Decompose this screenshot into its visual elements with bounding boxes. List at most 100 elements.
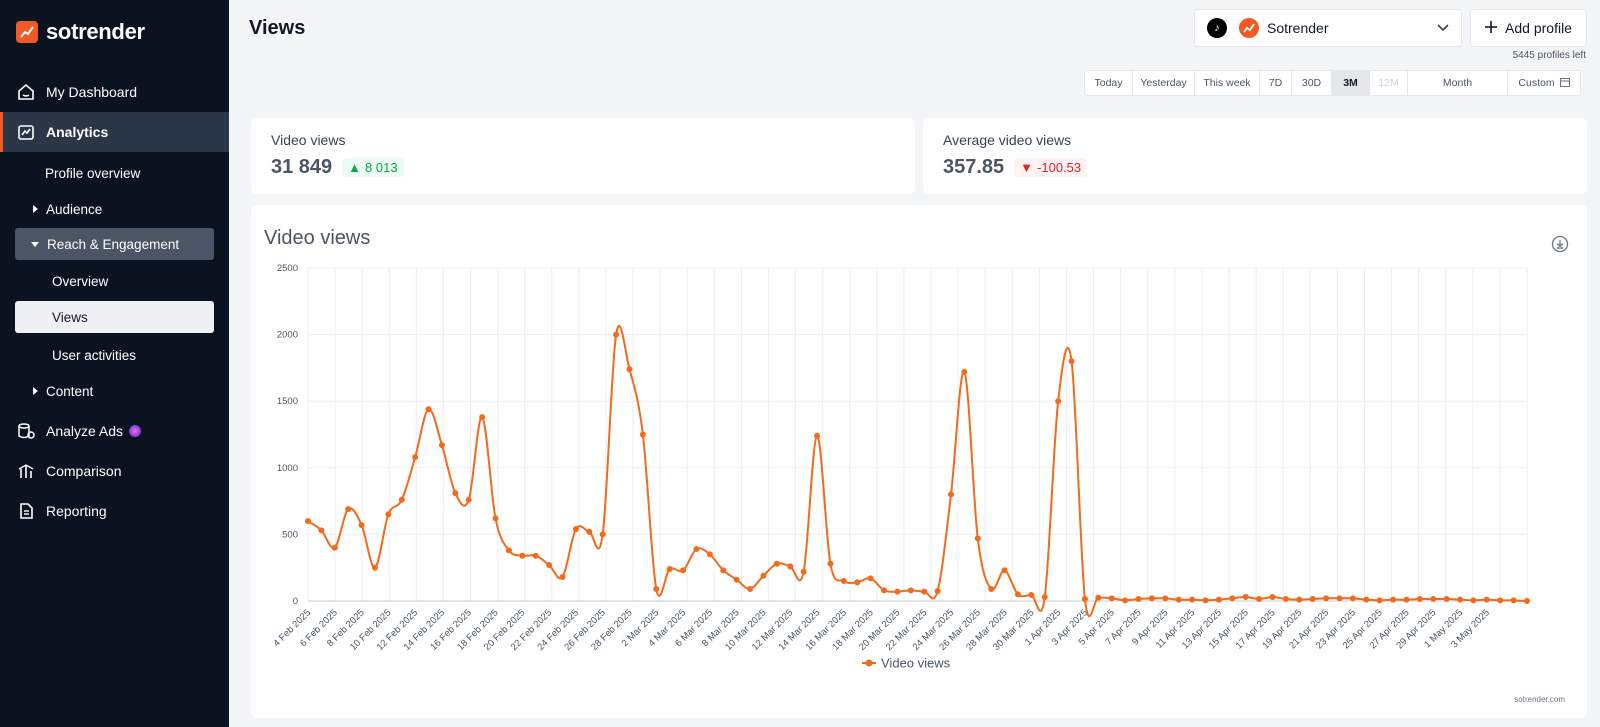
data-point bbox=[546, 562, 553, 569]
kpi-value: 31 849 bbox=[271, 156, 333, 178]
sidebar-item-reach-engagement[interactable]: Reach & Engagement bbox=[15, 228, 214, 260]
range-custom-button[interactable]: Custom bbox=[1508, 71, 1580, 95]
data-point bbox=[1148, 595, 1155, 602]
sidebar-item-comparison[interactable]: Comparison bbox=[0, 451, 229, 491]
legend-label: Video views bbox=[881, 656, 951, 671]
report-icon bbox=[16, 501, 36, 521]
profiles-left: 5445 profiles left bbox=[1512, 50, 1586, 61]
data-point bbox=[854, 579, 861, 586]
data-point bbox=[1014, 591, 1021, 598]
data-point bbox=[345, 506, 352, 513]
y-tick-label: 1500 bbox=[277, 396, 298, 407]
data-point bbox=[1229, 595, 1236, 602]
data-point bbox=[1242, 594, 1249, 601]
sidebar-item-label: Content bbox=[46, 383, 94, 399]
sidebar-item-my-dashboard[interactable]: My Dashboard bbox=[0, 72, 229, 112]
data-point bbox=[1068, 358, 1075, 365]
data-point bbox=[1363, 596, 1370, 603]
sidebar-item-label: My Dashboard bbox=[46, 84, 138, 100]
data-point bbox=[1162, 595, 1169, 602]
data-point bbox=[438, 442, 445, 449]
data-point bbox=[1430, 596, 1437, 603]
data-point bbox=[385, 511, 392, 518]
logo[interactable]: sotrender bbox=[16, 19, 145, 45]
tiktok-icon: ♪ bbox=[1207, 18, 1227, 38]
sidebar-item-views[interactable]: Views bbox=[15, 301, 214, 333]
sidebar-item-overview[interactable]: Overview bbox=[52, 271, 108, 291]
home-icon bbox=[16, 82, 36, 102]
data-point bbox=[720, 567, 727, 574]
sotrender-avatar-icon bbox=[1239, 18, 1259, 38]
sidebar-item-analytics[interactable]: Analytics bbox=[0, 112, 229, 152]
data-point bbox=[947, 491, 954, 498]
data-point bbox=[747, 586, 754, 593]
add-profile-button[interactable]: Add profile bbox=[1470, 9, 1587, 47]
data-point bbox=[921, 588, 928, 595]
data-point bbox=[653, 586, 660, 593]
data-point bbox=[907, 587, 914, 594]
sidebar-item-label: Analytics bbox=[46, 124, 109, 140]
data-point bbox=[1470, 597, 1477, 604]
sparkle-icon bbox=[129, 425, 142, 437]
data-point bbox=[1323, 595, 1330, 602]
data-point bbox=[599, 531, 606, 538]
range-yesterday-button[interactable]: Yesterday bbox=[1133, 71, 1195, 95]
range-today-button[interactable]: Today bbox=[1085, 71, 1133, 95]
profile-select[interactable]: ♪ Sotrender bbox=[1194, 9, 1462, 47]
data-point bbox=[412, 454, 419, 461]
data-point bbox=[693, 546, 700, 553]
chart-title: Video views bbox=[264, 227, 371, 249]
sidebar-item-analyze-ads[interactable]: Analyze Ads bbox=[0, 411, 229, 451]
data-point bbox=[1189, 596, 1196, 603]
sidebar-item-label: Reach & Engagement bbox=[47, 236, 180, 252]
range-30d-button[interactable]: 30D bbox=[1292, 71, 1332, 95]
data-point bbox=[1175, 596, 1182, 603]
data-point bbox=[1403, 596, 1410, 603]
data-point bbox=[787, 563, 794, 570]
data-point bbox=[492, 515, 499, 522]
sidebar-item-profile-overview[interactable]: Profile overview bbox=[45, 163, 140, 183]
data-point bbox=[1095, 594, 1102, 601]
legend-marker bbox=[865, 659, 873, 667]
kpi-change-value: -100.53 bbox=[1037, 160, 1082, 175]
data-point bbox=[1390, 596, 1397, 603]
data-point bbox=[305, 518, 311, 525]
sidebar-item-audience[interactable]: Audience bbox=[33, 199, 102, 219]
kpi-video-views: Video views 31 849 ▲ 8 013 bbox=[251, 118, 915, 194]
caret-right-icon bbox=[33, 387, 38, 395]
data-point bbox=[1349, 595, 1356, 602]
data-point bbox=[331, 544, 338, 551]
caret-right-icon bbox=[33, 205, 38, 213]
analytics-icon bbox=[16, 122, 36, 142]
sidebar-item-user-activities[interactable]: User activities bbox=[52, 345, 136, 365]
sidebar-item-label: Views bbox=[52, 309, 88, 325]
chart-credit: sotrender.com bbox=[1514, 695, 1565, 704]
caret-down-icon bbox=[31, 241, 39, 247]
range-7d-button[interactable]: 7D bbox=[1260, 71, 1292, 95]
data-point bbox=[1081, 596, 1088, 603]
download-icon[interactable] bbox=[1551, 235, 1569, 253]
data-point bbox=[827, 560, 834, 567]
range-this-week-button[interactable]: This week bbox=[1195, 71, 1260, 95]
range-custom-label: Custom bbox=[1518, 77, 1555, 89]
data-point bbox=[559, 574, 566, 581]
data-point bbox=[1296, 596, 1303, 603]
data-point bbox=[961, 368, 968, 375]
chart-card: Video views 0 500 1000 1500 2000 2500 4 Feb 20… bbox=[251, 205, 1587, 718]
data-point bbox=[532, 552, 539, 559]
y-tick-label: 0 bbox=[293, 596, 298, 607]
data-point bbox=[586, 528, 593, 535]
sidebar-item-content[interactable]: Content bbox=[33, 381, 93, 401]
sidebar: sotrender My Dashboard Analytics Profile… bbox=[0, 0, 229, 727]
range-month-button[interactable]: Month bbox=[1408, 71, 1508, 95]
y-tick-label: 500 bbox=[282, 529, 298, 540]
data-point bbox=[881, 587, 888, 594]
kpi-label: Average video views bbox=[943, 132, 1072, 148]
data-point bbox=[519, 552, 526, 559]
range-3m-button[interactable]: 3M bbox=[1332, 71, 1370, 95]
sidebar-item-label: Comparison bbox=[46, 463, 122, 479]
sidebar-item-reporting[interactable]: Reporting bbox=[0, 491, 229, 531]
data-point bbox=[1376, 597, 1383, 604]
data-point bbox=[1524, 598, 1530, 604]
